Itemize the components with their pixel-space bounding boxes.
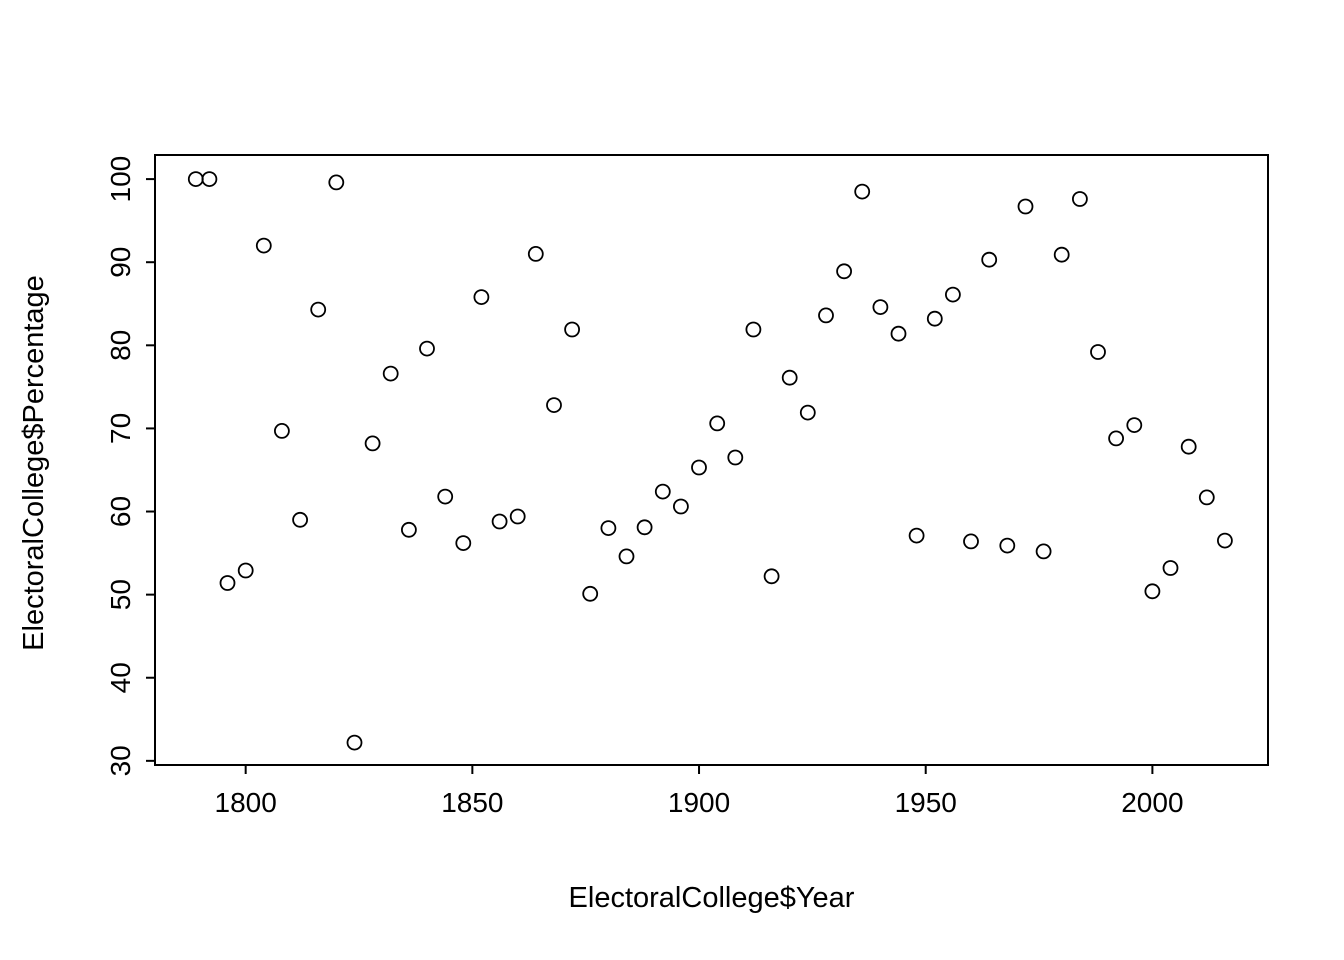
data-point [1053,246,1070,263]
x-tick-label: 1950 [895,787,957,818]
x-tick-label: 1800 [215,787,277,818]
data-point [346,734,363,751]
data-point [727,449,744,466]
data-point [836,263,852,280]
data-point [1217,532,1233,549]
data-point [219,575,236,591]
data-point [963,533,979,550]
data-point [491,513,508,530]
data-point [818,307,834,324]
y-tick-label: 90 [105,247,136,278]
plot-border [154,154,1269,766]
data-point [400,521,417,538]
data-point [473,289,490,306]
data-point [999,537,1016,554]
data-point [255,237,272,254]
y-tick-label: 50 [105,579,136,610]
x-axis-label: ElectoralCollege$Year [568,882,855,914]
data-point [1126,417,1143,434]
data-point [636,519,653,536]
data-point [799,404,816,421]
data-point [618,548,635,565]
data-point [328,174,345,191]
data-point [527,245,544,262]
x-tick-label: 2000 [1121,787,1183,818]
data-point [1162,560,1179,576]
data-point [745,321,762,338]
data-point [292,511,309,528]
data-point [310,301,327,318]
data-point [763,568,780,585]
y-axis-label: ElectoralCollege$Percentage [18,275,50,651]
data-point [654,483,671,500]
data-point [981,251,998,268]
data-point [546,397,562,414]
data-point [564,321,580,338]
data-point [237,562,254,579]
data-point [673,498,689,515]
data-point [872,299,889,316]
x-tick-label: 1900 [668,787,730,818]
data-point [908,527,925,544]
data-point [1017,198,1034,215]
data-point [600,520,617,536]
data-point [382,365,399,382]
data-point [187,171,204,188]
x-tick-label: 1850 [441,787,503,818]
data-point [1144,583,1161,600]
y-tick-label: 80 [105,330,136,361]
data-point [890,325,907,342]
data-point [1072,191,1088,207]
y-tick-label: 30 [105,745,136,776]
data-point [945,286,961,303]
data-point [419,340,435,357]
data-point [364,435,381,452]
y-tick-label: 70 [105,413,136,444]
data-point [455,535,472,551]
data-point [1035,543,1052,560]
y-tick-label: 40 [105,662,136,693]
data-point [1090,344,1106,360]
data-point [926,310,943,327]
data-point [1198,489,1215,506]
y-tick-label: 60 [105,496,136,527]
data-point [582,585,599,602]
data-point [1180,438,1197,455]
data-point [854,183,871,200]
data-point [781,369,798,386]
data-point [273,422,290,439]
data-point [709,415,726,432]
data-point [1108,430,1124,447]
data-point [509,508,526,525]
data-point [437,488,454,505]
data-point [201,171,218,188]
y-tick-label: 100 [105,156,136,203]
data-point [691,459,707,476]
